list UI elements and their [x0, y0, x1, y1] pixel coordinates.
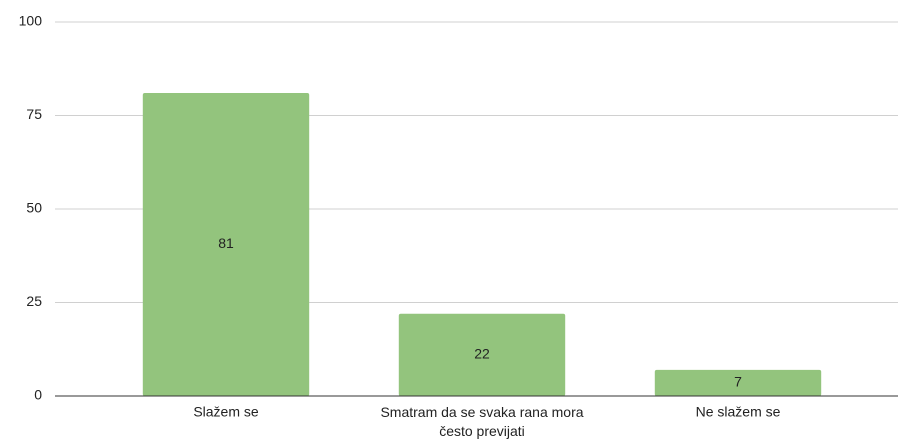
y-tick-label: 75 — [26, 106, 42, 122]
y-tick-label: 50 — [26, 200, 42, 216]
data-label: 7 — [734, 374, 742, 390]
y-tick-label: 100 — [19, 13, 43, 29]
data-label: 22 — [474, 346, 490, 362]
x-tick-label: Smatram da se svaka rana mora često previ… — [380, 404, 583, 439]
x-tick-label: Ne slažem se — [696, 404, 781, 420]
y-tick-label: 25 — [26, 293, 42, 309]
y-tick-label: 0 — [34, 387, 42, 403]
bar — [654, 369, 822, 396]
bar — [398, 313, 566, 396]
data-label: 81 — [218, 235, 234, 251]
x-tick-label: Slažem se — [193, 404, 259, 420]
bar — [142, 93, 310, 396]
